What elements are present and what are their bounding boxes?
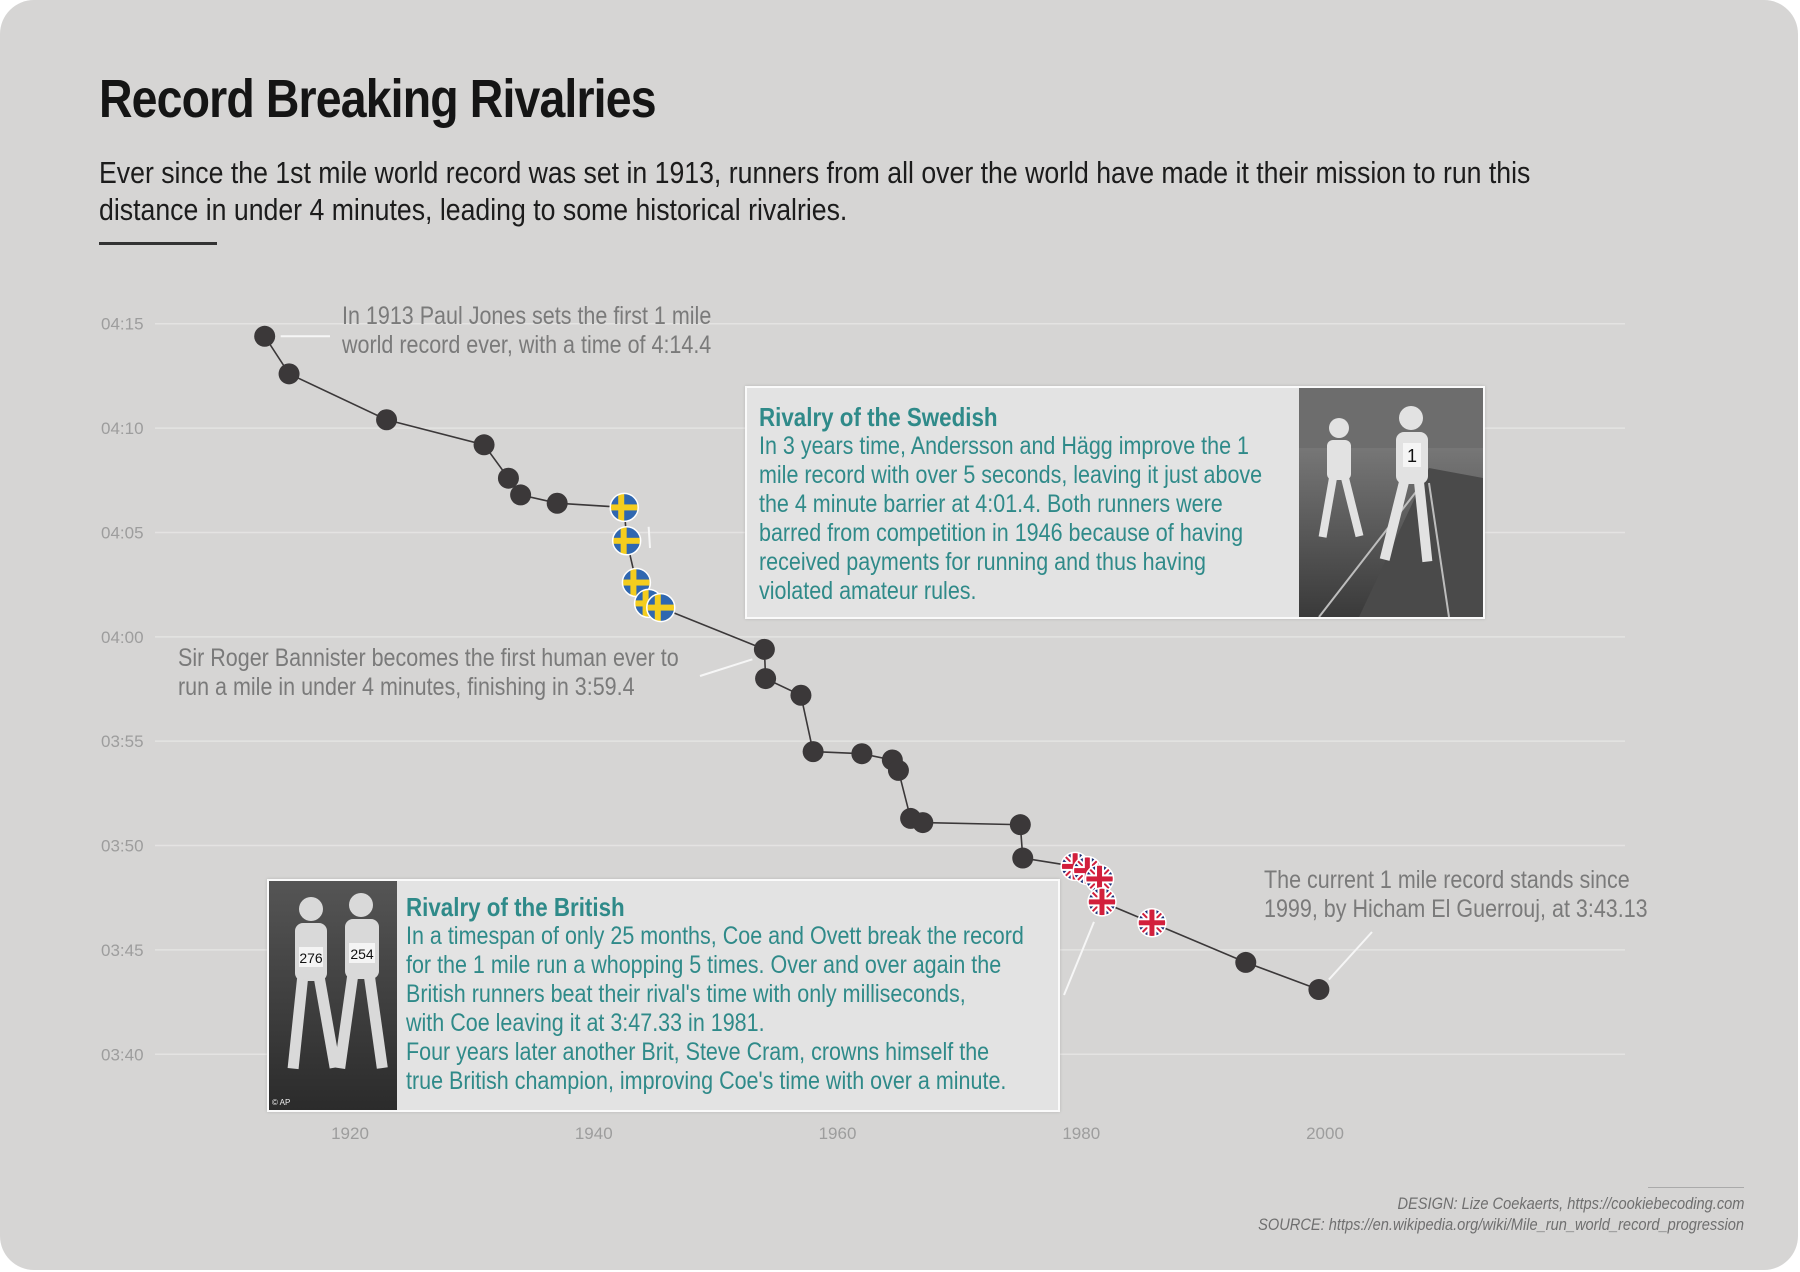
swedish-line: barred from competition in 1946 because … (759, 519, 1244, 547)
runner-bib-number: 276 (299, 950, 323, 966)
swedish-line: violated amateur rules. (759, 577, 977, 605)
record-point (790, 684, 812, 706)
annotation-line: The current 1 mile record stands since (1264, 866, 1630, 894)
page-subtitle: Ever since the 1st mile world record was… (99, 155, 1531, 227)
runner-bib-number: 254 (350, 946, 374, 962)
record-point (753, 638, 775, 660)
y-tick-label: 03:40 (101, 1045, 144, 1064)
record-point (887, 759, 909, 781)
annotation-connector (1063, 921, 1095, 996)
runner-bib-number: 1 (1407, 446, 1417, 466)
uk-flag-point (1137, 908, 1167, 938)
y-tick-label: 03:50 (101, 837, 144, 856)
y-tick-label: 04:05 (101, 523, 144, 542)
swedish-line: In 3 years time, Andersson and Hägg impr… (759, 432, 1249, 460)
record-point (497, 467, 519, 489)
y-tick-label: 04:10 (101, 419, 144, 438)
record-point (546, 492, 568, 514)
annotation-connector (647, 526, 651, 549)
british-rivalry-box: 276 254 © AP Rivalry of the British In a… (267, 879, 1060, 1112)
record-point (376, 409, 398, 431)
record-point (1009, 814, 1031, 836)
y-tick-label: 04:15 (101, 315, 144, 334)
record-point (755, 668, 777, 690)
british-rivalry-text: Rivalry of the British In a timespan of … (406, 892, 1024, 1096)
british-line: with Coe leaving it at 3:47.33 in 1981. (406, 1009, 765, 1037)
swedish-rivalry-box: Rivalry of the Swedish In 3 years time, … (745, 386, 1485, 619)
source-credit: SOURCE: https://en.wikipedia.org/wiki/Mi… (1258, 1215, 1744, 1234)
swedish-line: received payments for running and thus h… (759, 548, 1206, 576)
record-point (802, 741, 824, 763)
annotation-first-record: In 1913 Paul Jones sets the first 1 mile… (342, 302, 711, 360)
annotation-bannister: Sir Roger Bannister becomes the first hu… (178, 644, 679, 702)
british-line: true British champion, improving Coe's t… (406, 1067, 1007, 1095)
footer-divider (1648, 1187, 1744, 1188)
annotation-line: 1999, by Hicham El Guerrouj, at 3:43.13 (1264, 895, 1648, 923)
x-tick-label: 2000 (1306, 1124, 1344, 1143)
british-runners-photo: 276 254 © AP (269, 881, 397, 1110)
annotation-connector (699, 658, 753, 677)
swedish-rivalry-title: Rivalry of the Swedish (759, 402, 998, 432)
record-point (1235, 951, 1257, 973)
annotation-connector (1328, 931, 1373, 981)
british-line: for the 1 mile run a whopping 5 times. O… (406, 951, 1002, 979)
title-underline (99, 242, 217, 245)
british-line: In a timespan of only 25 months, Coe and… (406, 922, 1024, 950)
british-line: British runners beat their rival's time … (406, 980, 966, 1008)
sweden-flag-point (646, 592, 676, 623)
record-point (1012, 847, 1034, 869)
uk-flag-point (1087, 887, 1117, 917)
y-tick-label: 03:45 (101, 941, 144, 960)
british-line: Four years later another Brit, Steve Cra… (406, 1038, 990, 1066)
record-point (1308, 979, 1330, 1001)
swedish-rivalry-text: Rivalry of the Swedish In 3 years time, … (759, 402, 1262, 606)
british-rivalry-title: Rivalry of the British (406, 892, 625, 922)
record-point (912, 812, 934, 834)
record-point (851, 743, 873, 765)
record-point (254, 325, 276, 347)
y-tick-label: 04:00 (101, 628, 144, 647)
swedish-runners-photo: 1 (1299, 388, 1483, 617)
sweden-flag-point (609, 492, 639, 523)
record-point (278, 363, 300, 385)
sweden-flag-point (611, 526, 642, 556)
swedish-line: the 4 minute barrier at 4:01.4. Both run… (759, 490, 1223, 518)
uk-flag-point (1084, 864, 1115, 894)
design-credit: DESIGN: Lize Coekaerts, https://cookiebe… (1397, 1194, 1744, 1213)
x-tick-label: 1960 (819, 1124, 857, 1143)
x-tick-label: 1920 (331, 1124, 369, 1143)
record-point (510, 484, 532, 506)
page-title: Record Breaking Rivalries (99, 69, 657, 129)
photo-credit: © AP (272, 1098, 290, 1107)
x-tick-label: 1980 (1062, 1124, 1100, 1143)
y-tick-label: 03:55 (101, 732, 144, 751)
annotation-line: world record ever, with a time of 4:14.4 (342, 331, 712, 359)
swedish-line: mile record with over 5 seconds, leaving… (759, 461, 1263, 489)
annotation-current-record: The current 1 mile record stands since 1… (1264, 866, 1648, 924)
record-point (473, 434, 495, 456)
annotation-line: Sir Roger Bannister becomes the first hu… (178, 644, 679, 672)
annotation-line: In 1913 Paul Jones sets the first 1 mile (342, 302, 712, 330)
annotation-line: run a mile in under 4 minutes, finishing… (178, 673, 635, 701)
x-tick-label: 1940 (575, 1124, 613, 1143)
